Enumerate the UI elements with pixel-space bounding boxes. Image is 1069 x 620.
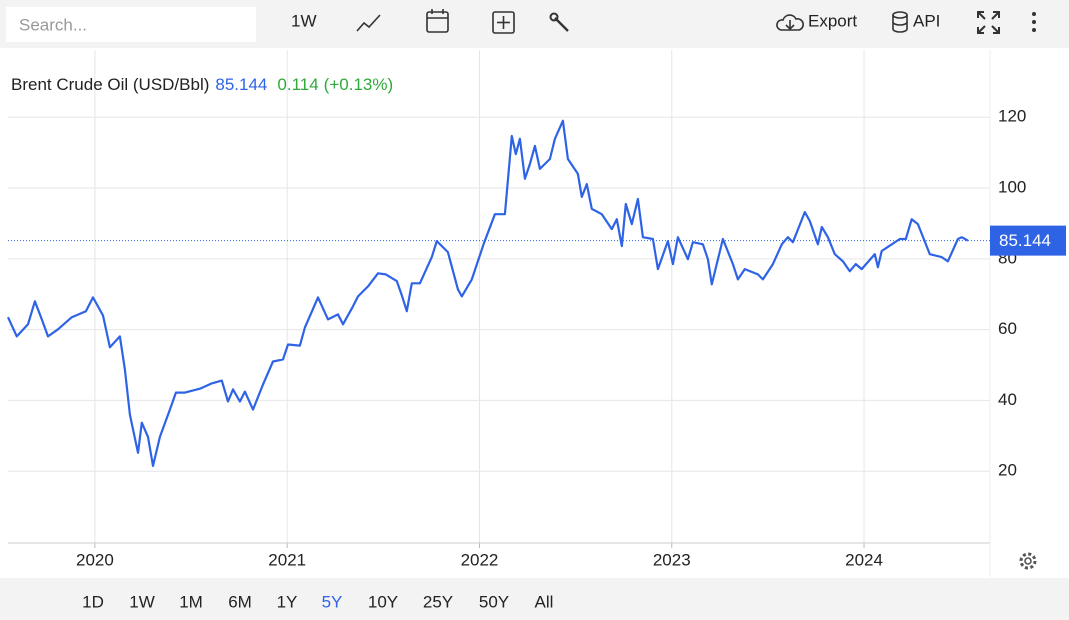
range-button[interactable]: 1M (179, 592, 203, 611)
price-line (7, 119, 969, 467)
range-button[interactable]: 50Y (479, 592, 509, 611)
range-button[interactable]: 10Y (368, 592, 398, 611)
last-value-tag-label: 85.144 (999, 231, 1051, 250)
interval-button[interactable]: 1W (291, 11, 317, 30)
range-button[interactable]: 1Y (277, 592, 298, 611)
calendar-icon[interactable] (426, 9, 449, 33)
x-tick-label: 2020 (76, 550, 114, 569)
fullscreen-icon[interactable] (977, 11, 1000, 34)
search-box[interactable] (6, 7, 256, 42)
x-tick-label: 2024 (845, 550, 883, 569)
range-bar (0, 578, 1069, 620)
compare-icon[interactable] (492, 11, 515, 34)
change: 0.114 (277, 75, 318, 94)
api-icon[interactable] (892, 11, 908, 33)
chart-legend: Brent Crude Oil (USD/Bbl) 85.144 0.114 (+0.… (11, 75, 393, 94)
export-button[interactable]: Export (808, 11, 857, 30)
y-tick-label: 60 (998, 319, 1017, 338)
export-icon[interactable] (776, 14, 804, 31)
x-tick-label: 2022 (461, 550, 499, 569)
chart-title: Brent Crude Oil (USD/Bbl) (11, 75, 209, 94)
range-button[interactable]: 1W (129, 592, 155, 611)
last-value: 85.144 (215, 75, 267, 94)
x-tick-label: 2021 (268, 550, 306, 569)
range-button[interactable]: 6M (228, 592, 252, 611)
last-value-tag (990, 225, 1066, 256)
x-tick-label: 2023 (653, 550, 691, 569)
settings-icon[interactable] (1019, 552, 1037, 570)
range-button[interactable]: 1D (82, 592, 104, 611)
search-placeholder: Search... (19, 15, 87, 34)
y-tick-label: 100 (998, 178, 1026, 197)
api-button[interactable]: API (913, 11, 940, 30)
tools-icon[interactable] (549, 12, 569, 32)
menu-icon[interactable] (1032, 12, 1036, 32)
range-button[interactable]: All (535, 592, 554, 611)
chart-type-icon[interactable] (356, 14, 381, 32)
y-tick-label: 120 (998, 107, 1026, 126)
y-tick-label: 20 (998, 461, 1017, 480)
range-button[interactable]: 5Y (322, 592, 343, 611)
range-button[interactable]: 25Y (423, 592, 453, 611)
y-tick-label: 40 (998, 390, 1017, 409)
change-percent: (+0.13%) (324, 75, 393, 94)
